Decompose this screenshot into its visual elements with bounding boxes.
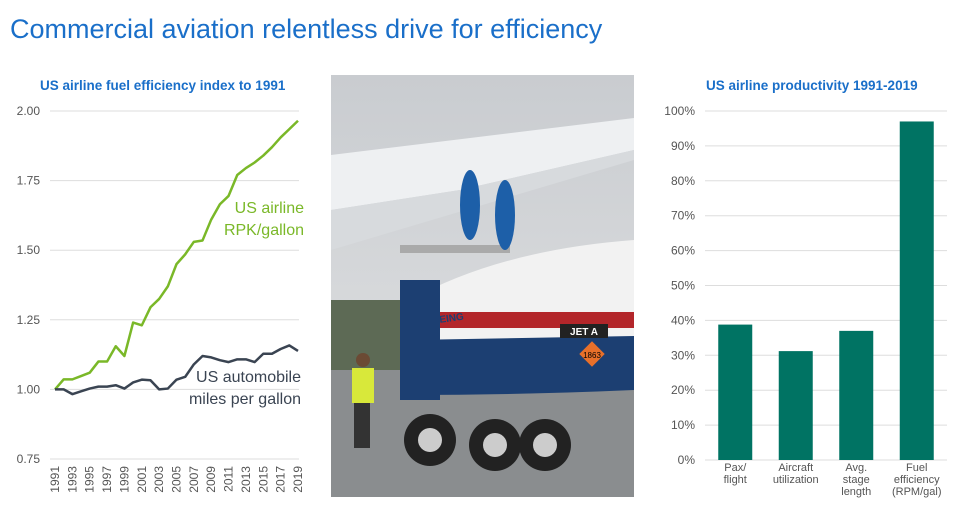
- x-tick-label: 2003: [152, 466, 166, 493]
- x-category-label: Avg.: [845, 462, 867, 474]
- x-tick-label: 1999: [117, 466, 131, 493]
- x-tick-label: 2019: [291, 466, 305, 493]
- series-label: US airline: [235, 200, 304, 217]
- slide-title: Commercial aviation relentless drive for…: [10, 14, 603, 44]
- y-tick-label: 80%: [671, 174, 695, 188]
- x-tick-label: 2009: [204, 466, 218, 493]
- y-tick-label: 30%: [671, 348, 695, 362]
- x-category-label: length: [841, 486, 871, 498]
- series-label: RPK/gallon: [224, 222, 304, 239]
- jet-a-label: JET A: [570, 327, 598, 338]
- y-tick-label: 1.00: [17, 382, 41, 396]
- y-tick-label: 1.75: [17, 174, 41, 188]
- bar-0: [718, 324, 753, 460]
- series-label: miles per gallon: [189, 391, 301, 408]
- y-tick-label: 60%: [671, 244, 695, 258]
- y-tick-label: 50%: [671, 279, 695, 293]
- x-tick-label: 2013: [239, 466, 253, 493]
- bar-1: [778, 351, 813, 460]
- series-line-automobile: [55, 344, 299, 396]
- x-category-label: Pax/: [724, 462, 747, 474]
- x-category-label: efficiency: [894, 474, 940, 486]
- series-line-airline: [54, 119, 299, 391]
- x-tick-label: 1991: [48, 466, 62, 493]
- y-tick-label: 40%: [671, 313, 695, 327]
- x-category-label: Fuel: [906, 462, 927, 474]
- x-category-label: stage: [843, 474, 870, 486]
- bar-2: [839, 330, 874, 460]
- y-tick-label: 0.75: [17, 452, 41, 466]
- x-tick-label: 2007: [187, 466, 201, 493]
- y-tick-label: 1.50: [17, 243, 41, 257]
- x-category-label: flight: [724, 474, 747, 486]
- hazmat-number: 1863: [583, 351, 601, 360]
- x-category-label: utilization: [773, 474, 819, 486]
- x-tick-label: 2005: [170, 466, 184, 493]
- x-tick-label: 2001: [135, 466, 149, 493]
- x-tick-label: 2017: [274, 466, 288, 493]
- bar-3: [899, 121, 934, 460]
- x-tick-label: 2011: [222, 466, 236, 492]
- y-tick-label: 20%: [671, 383, 695, 397]
- series-label: US automobile: [196, 369, 301, 386]
- x-category-label: (RPM/gal): [892, 486, 942, 498]
- x-tick-label: 1995: [83, 466, 97, 493]
- y-tick-label: 0%: [678, 453, 696, 467]
- line-chart-title: US airline fuel efficiency index to 1991: [40, 78, 286, 93]
- y-tick-label: 70%: [671, 209, 695, 223]
- x-tick-label: 2015: [256, 466, 270, 493]
- bar-chart-title: US airline productivity 1991-2019: [706, 78, 918, 93]
- y-tick-label: 90%: [671, 139, 695, 153]
- x-tick-label: 1997: [100, 466, 114, 493]
- y-tick-label: 100%: [664, 104, 695, 118]
- y-tick-label: 2.00: [17, 104, 41, 118]
- y-tick-label: 1.25: [17, 313, 41, 327]
- y-tick-label: 10%: [671, 418, 695, 432]
- x-tick-label: 1993: [65, 466, 79, 493]
- x-category-label: Aircraft: [778, 462, 813, 474]
